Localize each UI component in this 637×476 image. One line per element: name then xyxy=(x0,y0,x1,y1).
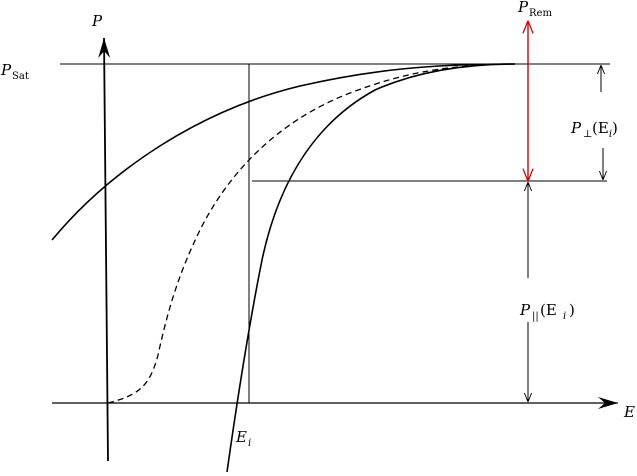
p-axis xyxy=(98,37,111,462)
svg-text:i: i xyxy=(609,129,612,140)
svg-text:||: || xyxy=(532,311,539,322)
svg-text:i: i xyxy=(563,311,566,322)
svg-text:(E: (E xyxy=(540,301,557,319)
p-perp-label: P ⊥ (E i ) xyxy=(570,119,618,140)
p-rem-label: P Rem xyxy=(517,0,552,19)
svg-text:E: E xyxy=(235,428,247,446)
svg-text:P: P xyxy=(570,119,582,137)
svg-text:P: P xyxy=(517,0,529,16)
p-axis-label: P xyxy=(91,12,103,30)
p-sat-label: P Sat xyxy=(0,61,29,82)
svg-text:Sat: Sat xyxy=(12,71,29,82)
p-par-label: P || (E i ) xyxy=(519,301,575,322)
e-axis-label: E xyxy=(623,403,635,421)
svg-text:⊥: ⊥ xyxy=(583,129,592,140)
e-i-label: E i xyxy=(235,428,251,449)
svg-text:P: P xyxy=(0,61,12,79)
svg-text:P: P xyxy=(519,301,531,319)
svg-text:): ) xyxy=(569,301,575,319)
steep-curve xyxy=(226,63,516,473)
dashed-curve xyxy=(107,63,506,404)
p-perp-close-paren: ) xyxy=(612,119,618,137)
svg-text:Rem: Rem xyxy=(529,8,552,19)
upper-curve xyxy=(51,63,516,241)
svg-text:i: i xyxy=(248,438,251,449)
svg-text:(E: (E xyxy=(592,119,609,137)
